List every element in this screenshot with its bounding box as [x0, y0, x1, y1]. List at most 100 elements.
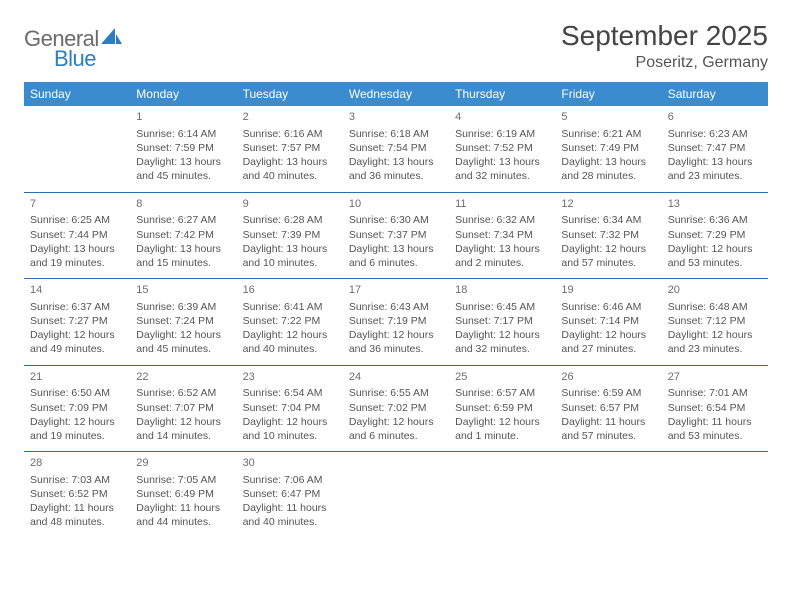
sunrise-text: Sunrise: 7:03 AM: [30, 473, 124, 487]
calendar-day-cell: 3Sunrise: 6:18 AMSunset: 7:54 PMDaylight…: [343, 106, 449, 192]
calendar-day-cell: 17 Sunrise: 6:43 AMSunset: 7:19 PMDayligh…: [343, 279, 449, 366]
logo-text-block: General Blue: [24, 26, 123, 72]
calendar-day-cell: 10Sunrise: 6:30 AMSunset: 7:37 PMDayligh…: [343, 192, 449, 279]
daylight-text: Daylight: 13 hours: [243, 242, 337, 256]
daylight-text: and 53 minutes.: [668, 429, 762, 443]
daylight-text: and 44 minutes.: [136, 515, 230, 529]
day-number: 6: [668, 110, 762, 125]
calendar-day-cell: 9Sunrise: 6:28 AMSunset: 7:39 PMDaylight…: [237, 192, 343, 279]
sunset-text: Sunset: 7:49 PM: [561, 141, 655, 155]
sunset-text: Sunset: 7:57 PM: [243, 141, 337, 155]
title-block: September 2025 Poseritz, Germany: [561, 20, 768, 72]
day-number: 5: [561, 110, 655, 125]
weekday-header: Saturday: [662, 82, 768, 106]
day-number: 8: [136, 197, 230, 212]
day-number: 15: [136, 283, 230, 298]
calendar-day-cell: 12Sunrise: 6:34 AMSunset: 7:32 PMDayligh…: [555, 192, 661, 279]
sunrise-text: Sunrise: 6:34 AM: [561, 213, 655, 227]
day-number: 22: [136, 370, 230, 385]
calendar-day-cell: 30Sunrise: 7:06 AMSunset: 6:47 PMDayligh…: [237, 452, 343, 538]
daylight-text: and 53 minutes.: [668, 256, 762, 270]
sunset-text: Sunset: 7:09 PM: [30, 401, 124, 415]
daylight-text: Daylight: 12 hours: [455, 415, 549, 429]
sunrise-text: Sunrise: 6:55 AM: [349, 386, 443, 400]
sunrise-text: Sunrise: 6:27 AM: [136, 213, 230, 227]
sunrise-text: Sunrise: 7:01 AM: [668, 386, 762, 400]
sunset-text: Sunset: 7:44 PM: [30, 228, 124, 242]
sunrise-text: Sunrise: 6:21 AM: [561, 127, 655, 141]
weekday-header: Friday: [555, 82, 661, 106]
daylight-text: and 40 minutes.: [243, 342, 337, 356]
daylight-text: and 32 minutes.: [455, 169, 549, 183]
sunrise-text: Sunrise: 6:18 AM: [349, 127, 443, 141]
day-number: 7: [30, 197, 124, 212]
daylight-text: Daylight: 12 hours: [561, 242, 655, 256]
daylight-text: and 48 minutes.: [30, 515, 124, 529]
page-title: September 2025: [561, 20, 768, 52]
calendar-day-cell: 13Sunrise: 6:36 AMSunset: 7:29 PMDayligh…: [662, 192, 768, 279]
calendar-day-cell: 25Sunrise: 6:57 AMSunset: 6:59 PMDayligh…: [449, 365, 555, 452]
sunrise-text: Sunrise: 6:46 AM: [561, 300, 655, 314]
daylight-text: and 40 minutes.: [243, 169, 337, 183]
calendar-day-cell: 18Sunrise: 6:45 AMSunset: 7:17 PMDayligh…: [449, 279, 555, 366]
daylight-text: Daylight: 13 hours: [136, 242, 230, 256]
day-number: 10: [349, 197, 443, 212]
sunset-text: Sunset: 7:22 PM: [243, 314, 337, 328]
daylight-text: and 36 minutes.: [349, 342, 443, 356]
daylight-text: and 23 minutes.: [668, 342, 762, 356]
sunset-text: Sunset: 7:07 PM: [136, 401, 230, 415]
sunset-text: Sunset: 7:17 PM: [455, 314, 549, 328]
daylight-text: Daylight: 12 hours: [136, 415, 230, 429]
calendar-day-cell: 7Sunrise: 6:25 AMSunset: 7:44 PMDaylight…: [24, 192, 130, 279]
daylight-text: and 2 minutes.: [455, 256, 549, 270]
logo: General Blue: [24, 26, 123, 72]
daylight-text: Daylight: 13 hours: [349, 242, 443, 256]
calendar-day-cell: [449, 452, 555, 538]
sunset-text: Sunset: 7:19 PM: [349, 314, 443, 328]
sunset-text: Sunset: 7:42 PM: [136, 228, 230, 242]
calendar-table: SundayMondayTuesdayWednesdayThursdayFrid…: [24, 82, 768, 538]
calendar-week-row: 14Sunrise: 6:37 AMSunset: 7:27 PMDayligh…: [24, 279, 768, 366]
daylight-text: Daylight: 13 hours: [136, 155, 230, 169]
sunrise-text: Sunrise: 6:37 AM: [30, 300, 124, 314]
sunset-text: Sunset: 6:49 PM: [136, 487, 230, 501]
sunrise-text: Sunrise: 6:19 AM: [455, 127, 549, 141]
day-number: 21: [30, 370, 124, 385]
sunset-text: Sunset: 7:12 PM: [668, 314, 762, 328]
header: General Blue September 2025 Poseritz, Ge…: [24, 20, 768, 72]
sunrise-text: Sunrise: 6:45 AM: [455, 300, 549, 314]
calendar-day-cell: 5Sunrise: 6:21 AMSunset: 7:49 PMDaylight…: [555, 106, 661, 192]
sunrise-text: Sunrise: 6:39 AM: [136, 300, 230, 314]
daylight-text: Daylight: 12 hours: [243, 328, 337, 342]
day-number: 23: [243, 370, 337, 385]
daylight-text: Daylight: 12 hours: [349, 328, 443, 342]
daylight-text: and 36 minutes.: [349, 169, 443, 183]
calendar-day-cell: 16Sunrise: 6:41 AMSunset: 7:22 PMDayligh…: [237, 279, 343, 366]
sunset-text: Sunset: 6:59 PM: [455, 401, 549, 415]
day-number: 17: [349, 283, 443, 298]
sunrise-text: Sunrise: 6:54 AM: [243, 386, 337, 400]
calendar-day-cell: 26Sunrise: 6:59 AMSunset: 6:57 PMDayligh…: [555, 365, 661, 452]
sunset-text: Sunset: 7:04 PM: [243, 401, 337, 415]
day-number: 9: [243, 197, 337, 212]
day-number: 28: [30, 456, 124, 471]
sunrise-text: Sunrise: 6:57 AM: [455, 386, 549, 400]
daylight-text: Daylight: 12 hours: [668, 328, 762, 342]
daylight-text: Daylight: 13 hours: [668, 155, 762, 169]
sunset-text: Sunset: 6:54 PM: [668, 401, 762, 415]
calendar-week-row: 1Sunrise: 6:14 AMSunset: 7:59 PMDaylight…: [24, 106, 768, 192]
calendar-day-cell: [343, 452, 449, 538]
sunrise-text: Sunrise: 6:28 AM: [243, 213, 337, 227]
sunrise-text: Sunrise: 6:43 AM: [349, 300, 443, 314]
sunset-text: Sunset: 7:14 PM: [561, 314, 655, 328]
daylight-text: Daylight: 11 hours: [30, 501, 124, 515]
calendar-day-cell: 23Sunrise: 6:54 AMSunset: 7:04 PMDayligh…: [237, 365, 343, 452]
sunrise-text: Sunrise: 7:05 AM: [136, 473, 230, 487]
weekday-header: Tuesday: [237, 82, 343, 106]
sunset-text: Sunset: 7:39 PM: [243, 228, 337, 242]
sunset-text: Sunset: 6:57 PM: [561, 401, 655, 415]
sunrise-text: Sunrise: 6:41 AM: [243, 300, 337, 314]
calendar-day-cell: 27Sunrise: 7:01 AMSunset: 6:54 PMDayligh…: [662, 365, 768, 452]
weekday-header: Thursday: [449, 82, 555, 106]
daylight-text: and 28 minutes.: [561, 169, 655, 183]
